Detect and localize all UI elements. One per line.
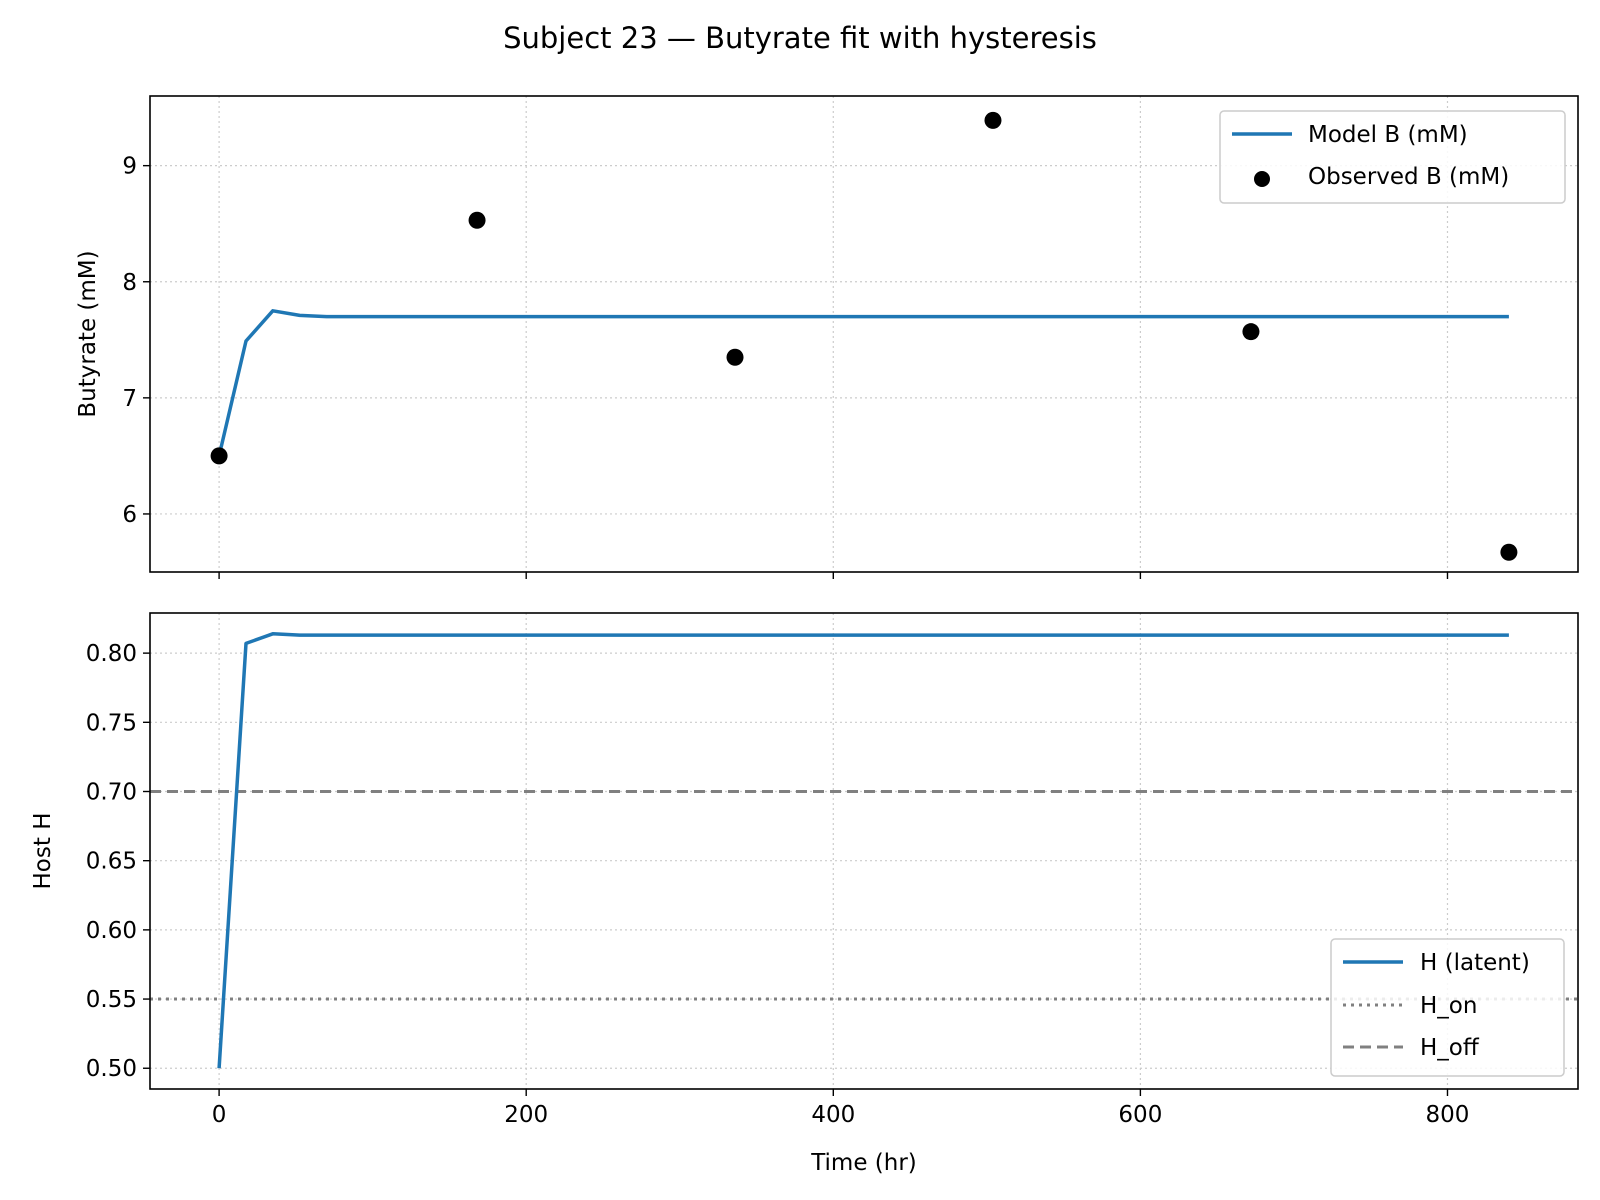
yticks-butyrate: 6 7 8 9 (122, 154, 150, 528)
legend-label-h-latent: H (latent) (1420, 950, 1530, 976)
y-tick-label: 6 (122, 502, 137, 528)
legend-label-model: Model B (mM) (1308, 122, 1468, 148)
y-tick-label: 9 (122, 154, 137, 180)
legend-host: H (latent) H_on H_off (1330, 938, 1565, 1077)
legend-label-h-on: H_on (1420, 993, 1477, 1019)
xlabel-host: Time (hr) (810, 1150, 917, 1176)
x-tick-label: 200 (504, 1102, 548, 1128)
series-line (217, 632, 1509, 1069)
legend-box-host (1330, 938, 1565, 1077)
yticks-host: 0.50 0.55 0.60 0.65 0.70 0.75 0.80 (86, 641, 150, 1082)
observed-point (210, 447, 228, 465)
x-tick-label: 800 (1426, 1102, 1470, 1128)
series-host (150, 632, 1578, 1069)
axes-frame-host (149, 612, 1579, 1090)
y-tick-label: 0.55 (86, 987, 137, 1013)
y-tick-label: 0.65 (86, 849, 137, 875)
panel-butyrate: 6 7 8 9 Butyrate (mM) Model B (mM) Observed… (75, 95, 1579, 579)
series-line (217, 309, 1509, 457)
series-butyrate (210, 111, 1518, 561)
axes-frame-butyrate (149, 95, 1579, 573)
legend-label-h-off: H_off (1420, 1035, 1480, 1061)
y-tick-label: 7 (122, 386, 137, 412)
observed-point (1500, 543, 1518, 561)
ylabel-butyrate: Butyrate (mM) (75, 250, 101, 417)
xticks-butyrate (218, 572, 1449, 579)
y-tick-label: 0.60 (86, 918, 137, 944)
y-tick-label: 0.50 (86, 1056, 137, 1082)
legend-box-butyrate (1219, 110, 1566, 204)
legend-butyrate: Model B (mM) Observed B (mM) (1219, 110, 1566, 204)
y-tick-label: 0.80 (86, 641, 137, 667)
y-tick-label: 8 (122, 270, 137, 296)
figure-title: Subject 23 — Butyrate fit with hysteresi… (503, 21, 1097, 55)
ylabel-host: Host H (30, 813, 56, 890)
x-tick-label: 0 (212, 1102, 227, 1128)
x-tick-label: 400 (811, 1102, 855, 1128)
observed-point (984, 111, 1002, 129)
legend-swatch-observed (1254, 171, 1270, 187)
x-tick-label: 600 (1118, 1102, 1162, 1128)
y-tick-label: 0.75 (86, 710, 137, 736)
xticks-host: 0 200 400 600 800 (212, 1089, 1470, 1128)
observed-point (726, 348, 744, 366)
observed-point (1242, 323, 1260, 341)
y-tick-label: 0.70 (86, 780, 137, 806)
legend-label-observed: Observed B (mM) (1308, 164, 1509, 190)
panel-host: 0 200 400 600 800 0.500.550.600.650.700.750.… (30, 612, 1579, 1176)
observed-point (468, 211, 486, 229)
